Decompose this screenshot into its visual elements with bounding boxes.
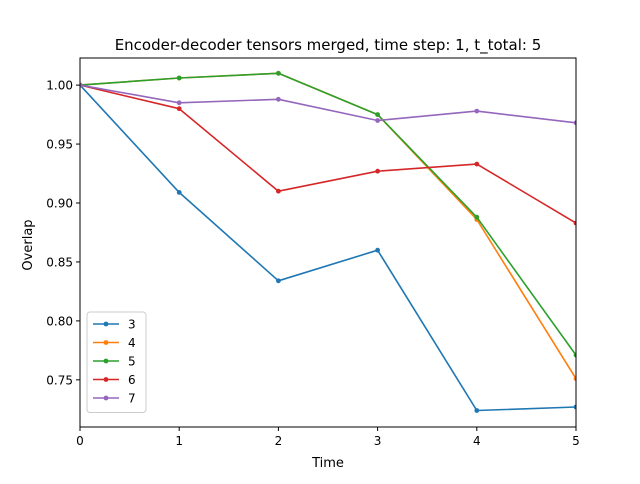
data-point-7-5 <box>573 120 576 126</box>
series-line-6 <box>80 84 576 224</box>
legend-label-7: 7 <box>128 392 136 406</box>
data-point-6-3 <box>375 168 380 174</box>
data-point-7-2 <box>276 96 281 102</box>
data-point-5-1 <box>176 75 182 81</box>
data-point-5-5 <box>573 352 576 358</box>
data-point-3-4 <box>474 408 480 413</box>
data-point-3-2 <box>276 278 281 284</box>
y-tick-label-0.75: 0.75 <box>46 373 73 387</box>
legend-label-4: 4 <box>128 336 136 350</box>
x-tick-label-4: 4 <box>473 434 481 448</box>
data-point-3-5 <box>573 404 576 410</box>
data-point-5-4 <box>474 214 480 220</box>
x-tick-label-5: 5 <box>572 434 580 448</box>
x-tick-label-3: 3 <box>374 434 382 448</box>
legend: 3 4 5 6 7 <box>86 311 147 413</box>
legend-marker-5 <box>103 358 109 364</box>
data-point-7-0 <box>80 82 83 88</box>
data-point-5-2 <box>276 70 281 76</box>
y-axis-label: Overlap <box>21 219 36 270</box>
legend-box <box>86 311 147 413</box>
series-line-5 <box>80 72 576 356</box>
legend-marker-4 <box>103 340 109 345</box>
x-tick-label-0: 0 <box>76 434 84 448</box>
chart-title: Encoder-decoder tensors merged, time ste… <box>115 36 542 55</box>
data-point-6-2 <box>276 188 281 194</box>
legend-label-5: 5 <box>128 355 136 369</box>
data-point-7-1 <box>176 100 182 106</box>
legend-marker-6 <box>103 377 109 382</box>
data-point-3-3 <box>375 247 380 253</box>
legend-label-3: 3 <box>128 318 136 332</box>
plot-area <box>80 70 576 413</box>
x-tick-label-1: 1 <box>175 434 183 448</box>
data-point-5-3 <box>375 112 380 117</box>
y-tick-label-0.85: 0.85 <box>46 255 73 269</box>
legend-marker-7 <box>103 395 109 401</box>
series-line-7 <box>80 84 576 124</box>
axes-frame <box>79 57 577 428</box>
y-tick-label-1.00: 1.00 <box>46 79 73 93</box>
axes: 0 1 2 3 4 5 0.75 0.80 0.85 0.90 0.95 1.00 <box>46 57 580 448</box>
data-point-6-5 <box>573 220 576 226</box>
series-group <box>80 70 576 413</box>
legend-marker-3 <box>103 321 109 327</box>
data-point-6-4 <box>474 161 480 167</box>
series-line-3 <box>80 84 576 412</box>
x-axis-label: Time <box>311 456 344 471</box>
legend-label-6: 6 <box>128 373 136 387</box>
x-tick-label-2: 2 <box>275 434 283 448</box>
data-point-6-1 <box>176 106 182 112</box>
data-point-4-5 <box>573 376 576 382</box>
y-tick-label-0.95: 0.95 <box>46 138 73 152</box>
data-point-3-1 <box>176 190 182 195</box>
y-tick-label-0.90: 0.90 <box>46 197 73 211</box>
data-point-7-3 <box>375 118 380 123</box>
y-tick-label-0.80: 0.80 <box>46 314 73 328</box>
data-point-7-4 <box>474 108 480 114</box>
